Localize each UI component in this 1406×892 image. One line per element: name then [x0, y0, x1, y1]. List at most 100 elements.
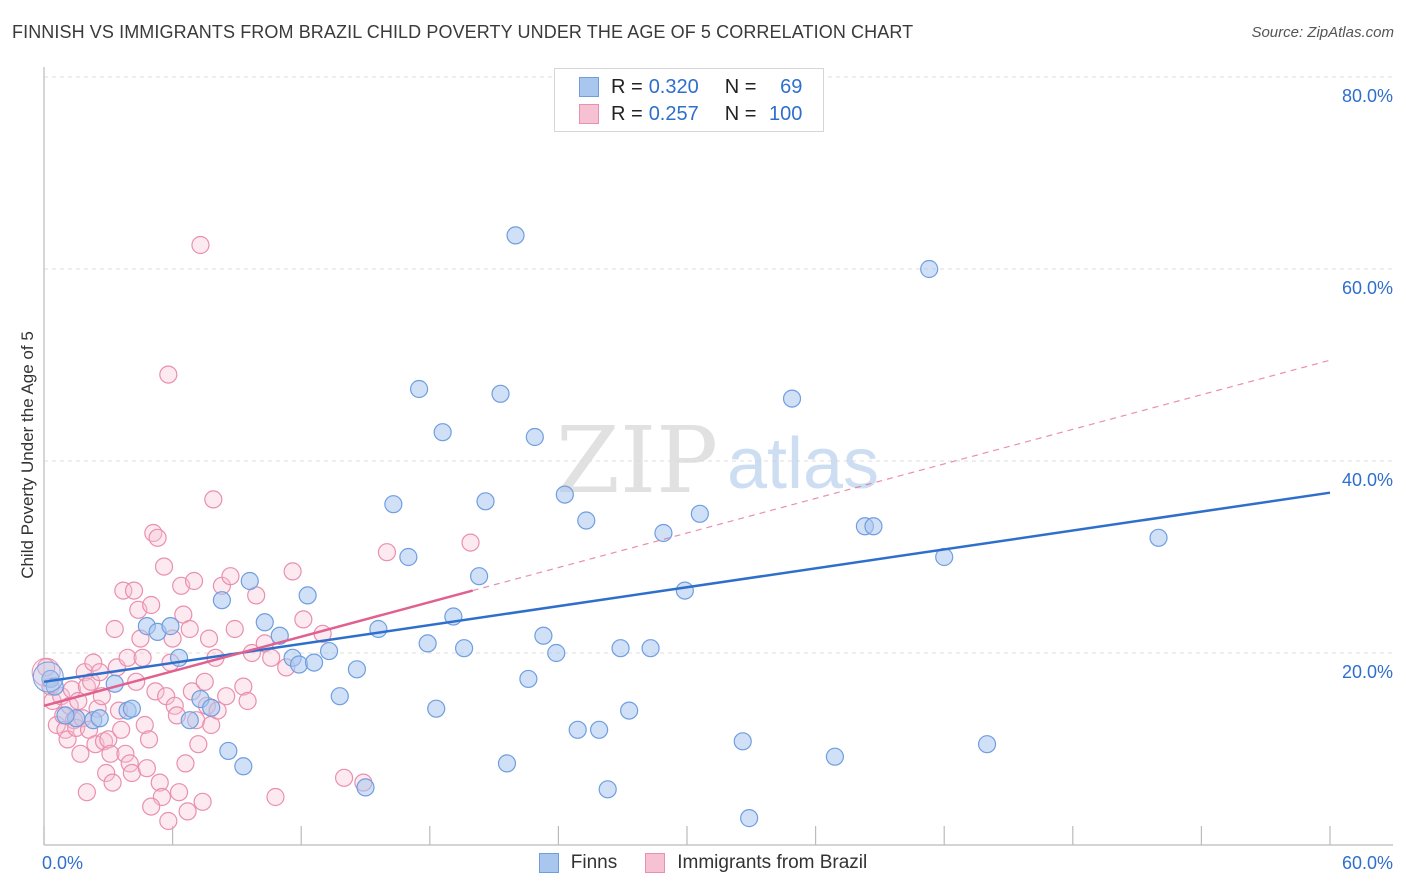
- brazil-r-value: 0.257: [648, 102, 699, 125]
- finns-point: [219, 741, 238, 761]
- finns-point: [202, 698, 221, 717]
- n-label: N =: [724, 75, 757, 98]
- brazil-point: [99, 730, 118, 749]
- series-finns-points: [32, 226, 1168, 828]
- finns-point: [733, 732, 752, 751]
- finns-point: [347, 660, 367, 679]
- finns-point: [506, 226, 525, 245]
- brazil-point: [461, 533, 480, 552]
- finns-point: [641, 639, 660, 658]
- finns-point: [427, 699, 446, 718]
- brazil-point: [283, 562, 302, 581]
- finns-point: [675, 581, 694, 600]
- finns-point: [319, 641, 339, 661]
- finns-point: [409, 379, 429, 399]
- finns-point: [577, 511, 596, 530]
- finns-trend-line: [43, 491, 1331, 684]
- finns-point: [977, 735, 997, 754]
- brazil-point: [133, 648, 152, 667]
- brazil-legend-label: Immigrants from Brazil: [677, 852, 868, 873]
- series-brazil-points: [31, 235, 480, 831]
- brazil-point: [150, 773, 169, 792]
- brazil-point: [142, 797, 161, 816]
- finns-point: [399, 547, 418, 567]
- finns-point: [454, 639, 474, 658]
- finns-point: [32, 661, 64, 693]
- finns-point: [476, 492, 495, 511]
- finns-point: [270, 626, 289, 645]
- finns-point: [547, 643, 566, 663]
- tick-labels: 20.0% 40.0% 60.0% 80.0% 0.0% 60.0%: [42, 86, 1393, 873]
- finns-point: [384, 495, 403, 514]
- finns-legend-swatch: [538, 853, 559, 873]
- brazil-point: [334, 768, 354, 787]
- finns-n-value: 69: [780, 75, 803, 98]
- legend-item-finns: Finns: [538, 852, 618, 874]
- brazil-point: [176, 754, 195, 773]
- finns-point: [654, 523, 673, 543]
- brazil-point: [139, 730, 159, 749]
- brazil-point: [112, 720, 131, 739]
- brazil-point: [118, 648, 137, 667]
- finns-point: [519, 669, 538, 689]
- brazil-point: [377, 543, 397, 562]
- finns-point: [418, 634, 437, 653]
- finns-point: [240, 571, 259, 591]
- finns-point: [45, 677, 64, 696]
- brazil-point: [114, 581, 133, 600]
- finns-point: [330, 687, 349, 706]
- source-label: Source: ZipAtlas.com: [1251, 24, 1394, 41]
- finns-point: [555, 485, 574, 504]
- bottom-legend: Finns Immigrants from Brazil: [0, 852, 1406, 874]
- brazil-point: [266, 787, 285, 807]
- brazil-point: [180, 619, 199, 639]
- y-tick-label: 40.0%: [1342, 470, 1393, 490]
- watermark-atlas: atlas: [727, 424, 879, 504]
- brazil-point: [225, 619, 244, 639]
- finns-point: [255, 613, 274, 632]
- brazil-point: [294, 610, 313, 629]
- finns-point: [298, 586, 317, 605]
- finns-point: [469, 567, 489, 586]
- r-label: R =: [611, 102, 643, 125]
- brazil-point: [195, 672, 214, 691]
- brazil-trend-extension: [472, 359, 1331, 592]
- brazil-point: [159, 811, 178, 831]
- y-axis-label: Child Poverty Under the Age of 5: [18, 331, 37, 579]
- finns-point: [690, 504, 709, 523]
- brazil-point: [146, 682, 165, 701]
- brazil-point: [238, 691, 257, 711]
- legend-row-finns: R = 0.320 N = 69: [579, 74, 802, 100]
- finns-point: [611, 639, 630, 658]
- brazil-point: [116, 744, 135, 763]
- x-tick-label-min: 0.0%: [42, 853, 83, 873]
- brazil-trend-line: [43, 589, 473, 708]
- finns-point: [234, 757, 253, 776]
- stats-legend: R = 0.320 N = 69 R = 0.257 N = 100: [554, 68, 824, 132]
- brazil-n-value: 100: [769, 102, 803, 125]
- brazil-point: [103, 773, 122, 792]
- brazil-point: [154, 557, 174, 576]
- finns-point: [90, 709, 109, 728]
- n-label: N =: [724, 102, 757, 125]
- finns-legend-label: Finns: [570, 852, 618, 873]
- finns-point: [782, 389, 802, 408]
- finns-point: [180, 711, 199, 730]
- brazil-point: [169, 783, 189, 802]
- brazil-point: [101, 744, 120, 763]
- finns-point: [825, 747, 844, 766]
- finns-point: [740, 809, 759, 828]
- finns-point: [1149, 528, 1168, 547]
- brazil-point: [193, 792, 212, 811]
- finns-point: [497, 754, 517, 773]
- finns-point: [356, 778, 375, 797]
- finns-swatch: [579, 77, 599, 97]
- x-tick-label-max: 60.0%: [1342, 853, 1393, 873]
- y-tick-label: 60.0%: [1342, 278, 1393, 298]
- brazil-point: [199, 629, 219, 648]
- finns-point: [534, 626, 553, 645]
- finns-point: [598, 780, 617, 799]
- brazil-point: [191, 235, 210, 255]
- axes: [43, 67, 1393, 846]
